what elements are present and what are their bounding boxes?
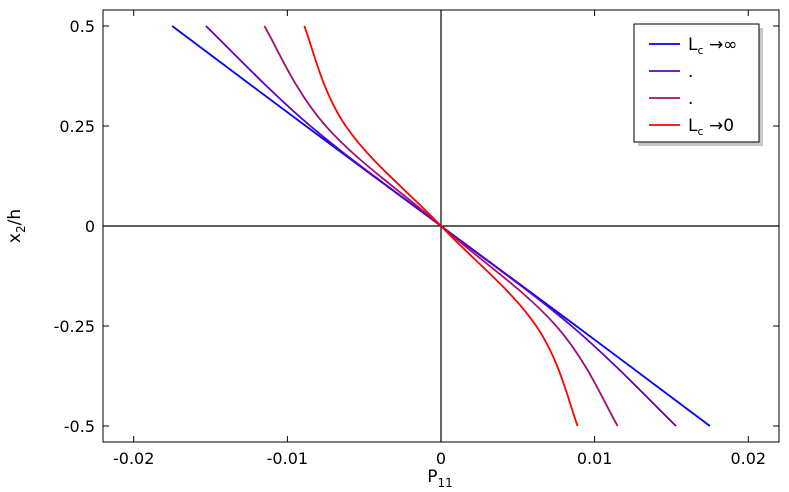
x-axis-title: P11 bbox=[427, 467, 453, 490]
y-tick-label: 0.25 bbox=[59, 117, 95, 136]
y-tick-label: -0.25 bbox=[54, 317, 95, 336]
x-tick-label: -0.02 bbox=[113, 449, 154, 468]
y-tick-label: 0 bbox=[85, 217, 95, 236]
x-axis: -0.02 -0.01 0 0.01 0.02 bbox=[113, 10, 766, 468]
x-tick-label: 0 bbox=[436, 449, 446, 468]
series-layer bbox=[171, 25, 711, 427]
y-tick-label: 0.5 bbox=[70, 17, 95, 36]
legend-label-3: Lc →0 bbox=[688, 116, 734, 138]
x-tick-label: -0.01 bbox=[267, 449, 308, 468]
legend-label-0: Lc →∞ bbox=[688, 35, 737, 57]
series-line-3 bbox=[303, 25, 579, 427]
legend: Lc →∞.. Lc →0 bbox=[633, 23, 763, 146]
y-tick-label: -0.5 bbox=[64, 417, 95, 436]
legend-label-1: . bbox=[688, 62, 693, 82]
y-axis: 0.5 0.25 0 -0.25 -0.5 bbox=[54, 17, 779, 436]
x-tick-label: 0.02 bbox=[730, 449, 766, 468]
x-tick-label: 0.01 bbox=[577, 449, 613, 468]
y-axis-title: x2/h bbox=[5, 209, 28, 243]
legend-label-2: . bbox=[688, 89, 693, 109]
